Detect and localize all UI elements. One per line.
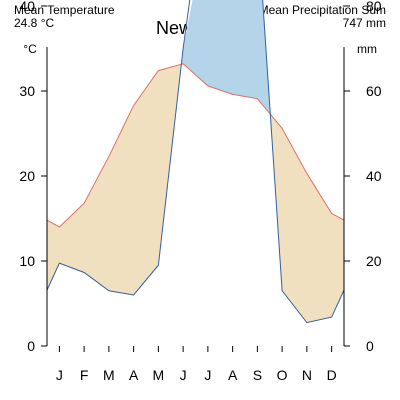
left-tick-label-20: 20	[19, 168, 35, 184]
mean-temperature-number: 24.8	[14, 16, 38, 30]
mean-precipitation-value: 747 mm	[343, 16, 386, 30]
dry-period-fill-2	[270, 114, 344, 323]
month-label-7: A	[228, 367, 238, 383]
right-tick-label-0: 0	[366, 338, 374, 354]
left-tick-label-40: 40	[19, 0, 35, 14]
month-label-4: M	[153, 367, 165, 383]
month-label-5: J	[180, 367, 187, 383]
month-label-3: A	[129, 367, 139, 383]
month-label-11: D	[327, 367, 337, 383]
mean-temperature-unit: °C	[41, 16, 55, 30]
left-tick-label-30: 30	[19, 83, 35, 99]
month-label-10: N	[302, 367, 312, 383]
mean-temperature-value: 24.8 °C	[14, 16, 55, 30]
mean-temperature-label: Mean Temperature	[14, 3, 115, 17]
left-tick-label-10: 10	[19, 253, 35, 269]
plot-area: 01020304050°C020406080100300mmJFMAMJJASO…	[19, 0, 382, 383]
month-label-2: M	[103, 367, 115, 383]
month-label-9: O	[277, 367, 288, 383]
right-tick-label-80: 80	[366, 0, 382, 14]
left-axis-unit: °C	[23, 42, 37, 56]
month-label-1: F	[80, 367, 89, 383]
precipitation-line	[46, 0, 345, 324]
month-label-0: J	[56, 367, 63, 383]
right-axis-unit: mm	[357, 42, 377, 56]
temperature-line	[46, 63, 345, 228]
month-label-8: S	[253, 367, 262, 383]
month-label-6: J	[204, 367, 211, 383]
dry-period-fill-0	[47, 64, 182, 295]
right-tick-label-20: 20	[366, 253, 382, 269]
right-tick-label-60: 60	[366, 83, 382, 99]
humid-period-fill-1	[181, 0, 271, 115]
right-tick-label-40: 40	[366, 168, 382, 184]
left-tick-label-0: 0	[27, 338, 35, 354]
mean-precipitation-label: Mean Precipitation Sum	[259, 3, 386, 17]
